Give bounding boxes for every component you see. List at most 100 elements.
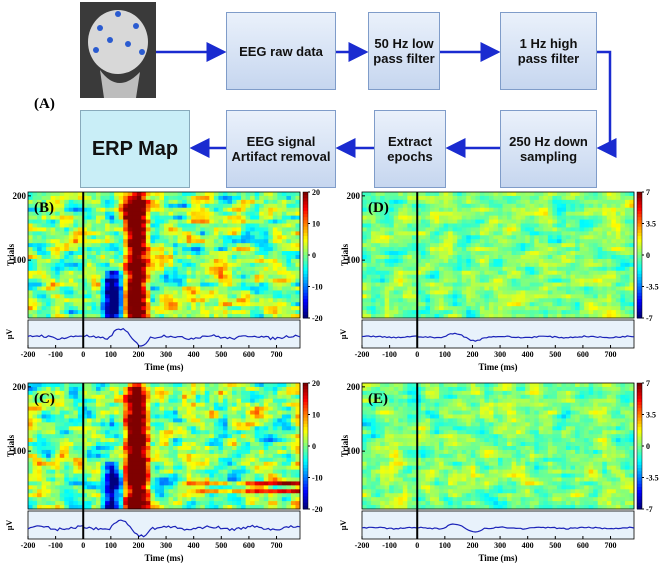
heatmap-cell <box>385 287 390 291</box>
heatmap-cell <box>141 391 146 395</box>
heatmap-cell <box>380 275 385 279</box>
heatmap-cell <box>110 310 115 314</box>
heatmap-cell <box>105 383 110 387</box>
heatmap-cell <box>218 415 223 419</box>
heatmap-cell <box>128 204 133 208</box>
heatmap-cell <box>512 208 517 212</box>
heatmap-cell <box>620 298 625 302</box>
heatmap-cell <box>593 239 598 243</box>
heatmap-cell <box>205 216 210 220</box>
heatmap-cell <box>512 283 517 287</box>
heatmap-cell <box>232 426 237 430</box>
heatmap-cell <box>277 383 282 387</box>
heatmap-cell <box>439 224 444 228</box>
heatmap-cell <box>218 438 223 442</box>
heatmap-cell <box>232 387 237 391</box>
heatmap-cell <box>223 224 228 228</box>
heatmap-cell <box>616 200 621 204</box>
heatmap-cell <box>620 247 625 251</box>
heatmap-cell <box>96 403 101 407</box>
heatmap-cell <box>73 411 78 415</box>
heatmap-cell <box>273 302 278 306</box>
heatmap-cell <box>268 231 273 235</box>
heatmap-cell <box>169 212 174 216</box>
heatmap-cell <box>223 290 228 294</box>
heatmap-cell <box>173 243 178 247</box>
heatmap-cell <box>182 196 187 200</box>
heatmap-cell <box>114 294 119 298</box>
heatmap-cell <box>60 231 65 235</box>
heatmap-cell <box>453 216 458 220</box>
heatmap-cell <box>507 255 512 259</box>
heatmap-cell <box>403 200 408 204</box>
heatmap-cell <box>394 279 399 283</box>
colorbar-cell <box>637 293 642 297</box>
heatmap-cell <box>55 446 60 450</box>
heatmap-cell <box>223 422 228 426</box>
heatmap-cell <box>607 298 612 302</box>
heatmap-cell <box>475 208 480 212</box>
heatmap-cell <box>178 220 183 224</box>
heatmap-cell <box>250 247 255 251</box>
heatmap-cell <box>137 399 142 403</box>
heatmap-cell <box>78 415 83 419</box>
heatmap-cell <box>42 220 47 224</box>
heatmap-cell <box>246 224 251 228</box>
heatmap-cell <box>146 442 151 446</box>
colorbar-cell <box>637 274 642 278</box>
heatmap-cell <box>123 395 128 399</box>
heatmap-cell <box>191 251 196 255</box>
heatmap-cell <box>46 383 51 387</box>
heatmap-cell <box>444 212 449 216</box>
heatmap-cell <box>616 267 621 271</box>
heatmap-cell <box>232 298 237 302</box>
heatmap-cell <box>209 255 214 259</box>
heatmap-cell <box>602 224 607 228</box>
heatmap-cell <box>182 192 187 196</box>
heatmap-cell <box>625 275 630 279</box>
heatmap-cell <box>64 306 69 310</box>
heatmap-cell <box>421 302 426 306</box>
heatmap-cell <box>42 247 47 251</box>
heatmap-cell <box>589 192 594 196</box>
heatmap-cell <box>132 442 137 446</box>
heatmap-cell <box>277 302 282 306</box>
heatmap-cell <box>548 287 553 291</box>
heatmap-cell <box>110 438 115 442</box>
heatmap-cell <box>484 298 489 302</box>
heatmap-cell <box>291 208 296 212</box>
heatmap-cell <box>512 298 517 302</box>
heatmap-cell <box>101 383 106 387</box>
heatmap-cell <box>435 271 440 275</box>
heatmap-cell <box>237 387 242 391</box>
heatmap-cell <box>205 383 210 387</box>
heatmap-cell <box>598 271 603 275</box>
heatmap-cell <box>237 220 242 224</box>
heatmap-cell <box>78 267 83 271</box>
heatmap-cell <box>209 422 214 426</box>
x-tick-label: 0 <box>81 350 85 359</box>
heatmap-cell <box>69 426 74 430</box>
heatmap-cell <box>209 302 214 306</box>
heatmap-cell <box>119 442 124 446</box>
heatmap-cell <box>625 231 630 235</box>
heatmap-cell <box>223 231 228 235</box>
heatmap-cell <box>200 426 205 430</box>
heatmap-cell <box>571 212 576 216</box>
heatmap-cell <box>277 283 282 287</box>
heatmap-cell <box>209 283 214 287</box>
colorbar-cell <box>637 208 642 212</box>
heatmap-cell <box>200 294 205 298</box>
heatmap-cell <box>286 267 291 271</box>
heatmap-cell <box>512 227 517 231</box>
heatmap-cell <box>209 411 214 415</box>
heatmap-cell <box>598 220 603 224</box>
heatmap-cell <box>439 302 444 306</box>
heatmap-cell <box>489 227 494 231</box>
heatmap-cell <box>246 438 251 442</box>
heatmap-cell <box>471 294 476 298</box>
heatmap-cell <box>548 235 553 239</box>
heatmap-cell <box>101 399 106 403</box>
heatmap-cell <box>521 243 526 247</box>
heatmap-cell <box>218 442 223 446</box>
